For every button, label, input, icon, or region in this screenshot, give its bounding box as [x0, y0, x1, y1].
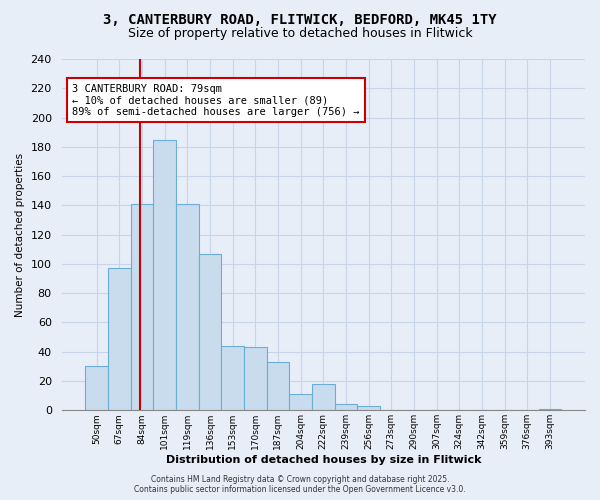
- Bar: [221, 346, 244, 410]
- Bar: [312, 384, 335, 410]
- Text: Contains HM Land Registry data © Crown copyright and database right 2025.
Contai: Contains HM Land Registry data © Crown c…: [134, 474, 466, 494]
- Text: 3 CANTERBURY ROAD: 79sqm
← 10% of detached houses are smaller (89)
89% of semi-d: 3 CANTERBURY ROAD: 79sqm ← 10% of detach…: [72, 84, 359, 117]
- Y-axis label: Number of detached properties: Number of detached properties: [15, 152, 25, 316]
- X-axis label: Distribution of detached houses by size in Flitwick: Distribution of detached houses by size …: [166, 455, 481, 465]
- Bar: [539, 409, 561, 410]
- Text: 3, CANTERBURY ROAD, FLITWICK, BEDFORD, MK45 1TY: 3, CANTERBURY ROAD, FLITWICK, BEDFORD, M…: [103, 12, 497, 26]
- Bar: [357, 406, 380, 410]
- Bar: [289, 394, 312, 410]
- Bar: [199, 254, 221, 410]
- Bar: [154, 140, 176, 410]
- Bar: [108, 268, 131, 410]
- Bar: [85, 366, 108, 410]
- Text: Size of property relative to detached houses in Flitwick: Size of property relative to detached ho…: [128, 28, 472, 40]
- Bar: [266, 362, 289, 410]
- Bar: [176, 204, 199, 410]
- Bar: [335, 404, 357, 410]
- Bar: [131, 204, 154, 410]
- Bar: [244, 348, 266, 410]
